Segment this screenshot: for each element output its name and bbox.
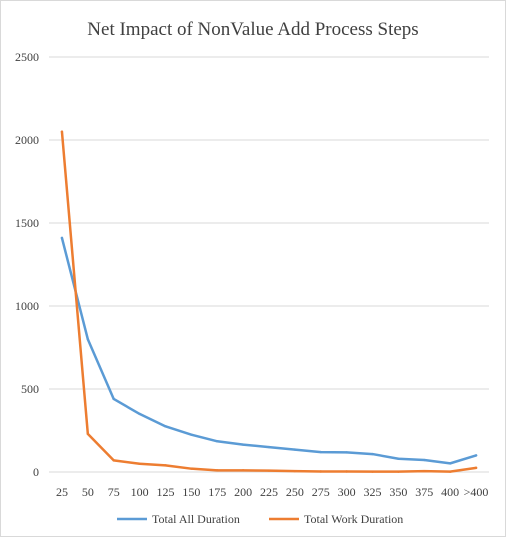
data-point [267, 469, 271, 472]
y-tick-label: 0 [33, 465, 39, 479]
legend: Total All Duration Total Work Duration [117, 512, 403, 526]
data-point [397, 457, 400, 460]
x-tick-label: 275 [312, 485, 330, 499]
x-tick-label: 350 [389, 485, 407, 499]
data-point [423, 458, 426, 462]
gridlines [49, 56, 489, 473]
data-point [319, 470, 322, 473]
data-point [190, 433, 193, 436]
data-point [371, 470, 374, 473]
x-tick-label: 175 [208, 485, 226, 499]
data-point [60, 236, 64, 240]
y-tick-label: 2500 [15, 50, 39, 64]
data-point [241, 443, 245, 446]
y-tick-label: 1500 [15, 216, 39, 230]
data-point [319, 450, 322, 454]
y-axis-tick-labels: 0 500 1000 1500 2000 2500 [15, 50, 39, 479]
data-point [216, 440, 219, 443]
x-tick-label: 150 [182, 485, 200, 499]
data-point [474, 454, 478, 457]
x-tick-label: 125 [156, 485, 174, 499]
data-point [293, 448, 297, 451]
data-point [86, 338, 90, 341]
data-point [164, 464, 167, 467]
data-point [86, 432, 90, 436]
series-line-2 [60, 130, 478, 473]
series-line-1 [60, 236, 478, 465]
data-point [267, 445, 271, 449]
data-point [293, 469, 297, 473]
data-point [448, 470, 452, 473]
x-tick-label: 50 [82, 485, 94, 499]
y-tick-label: 1000 [15, 299, 39, 313]
x-axis-tick-labels: 25 50 75 100 125 150 175 200 225 250 275 300 325 350 3… [56, 485, 489, 499]
x-tick-label: 225 [260, 485, 278, 499]
x-tick-label: 25 [56, 485, 68, 499]
data-point [190, 467, 193, 470]
data-point [448, 462, 452, 465]
x-tick-label: 375 [415, 485, 433, 499]
series-lines [60, 130, 478, 473]
data-point [345, 451, 348, 454]
x-tick-label: 200 [234, 485, 252, 499]
chart-title: Net Impact of NonValue Add Process Steps [87, 19, 418, 40]
data-point [60, 130, 64, 133]
data-point [345, 470, 348, 473]
x-tick-label: 100 [131, 485, 149, 499]
x-tick-label: 400 [441, 485, 459, 499]
data-point [474, 466, 478, 470]
legend-label: Total All Duration [152, 512, 240, 526]
data-point [241, 469, 245, 472]
x-tick-label: 325 [364, 485, 382, 499]
data-point [397, 470, 400, 473]
x-tick-label: 75 [108, 485, 120, 499]
data-point [112, 397, 115, 401]
x-tick-label: >400 [464, 485, 489, 499]
y-tick-label: 500 [21, 382, 39, 396]
x-tick-label: 300 [338, 485, 356, 499]
legend-label: Total Work Duration [304, 512, 403, 526]
data-point [371, 452, 374, 456]
data-point [216, 469, 219, 472]
data-point [138, 412, 141, 416]
data-point [138, 462, 141, 465]
y-tick-label: 2000 [15, 133, 39, 147]
data-point [112, 459, 115, 462]
data-point [164, 425, 167, 428]
data-point [423, 469, 426, 473]
x-tick-label: 250 [286, 485, 304, 499]
